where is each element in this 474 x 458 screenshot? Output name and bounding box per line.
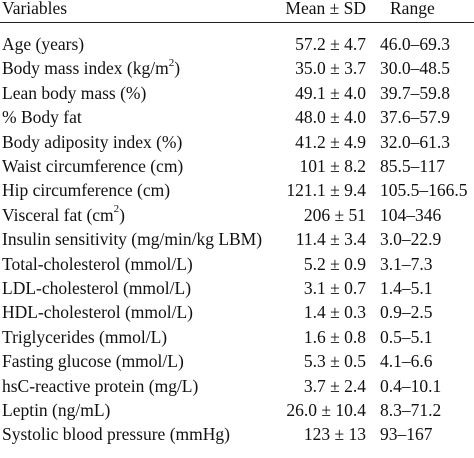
table-row: Insulin sensitivity (mg/min/kg LBM) 11.4 … — [0, 229, 474, 253]
mean-sd-cell: 1.4 ± 0.3 — [303, 302, 366, 323]
range-cell: 4.1–6.6 — [380, 351, 433, 372]
mean-sd-cell: 11.4 ± 3.4 — [295, 229, 366, 250]
mean-sd-cell: 3.7 ± 2.4 — [303, 375, 366, 396]
table-row: HDL-cholesterol (mmol/L) 1.4 ± 0.3 0.9–2.5 — [0, 302, 474, 326]
range-cell: 0.5–5.1 — [380, 326, 433, 347]
range-cell: 3.1–7.3 — [380, 253, 433, 274]
table-row: Waist circumference (cm) 101 ± 8.2 85.5–11… — [0, 156, 474, 180]
mean-sd-cell: 41.2 ± 4.9 — [295, 131, 366, 152]
header-mean-sd: Mean ± SD — [285, 0, 366, 18]
range-cell: 93–167 — [380, 424, 433, 445]
table-row: Triglycerides (mmol/L) 1.6 ± 0.8 0.5–5.1 — [0, 327, 474, 351]
table-row: Age (years) 57.2 ± 4.7 46.0–69.3 — [0, 34, 474, 58]
variable-cell: Body adiposity index (%) — [2, 131, 183, 152]
header-range: Range — [390, 0, 435, 18]
variable-cell: Fasting glucose (mmol/L) — [2, 351, 184, 372]
variable-cell: Total-cholesterol (mmol/L) — [2, 253, 193, 274]
range-cell: 30.0–48.5 — [380, 58, 450, 79]
mean-sd-cell: 1.6 ± 0.8 — [303, 326, 366, 347]
range-cell: 105.5–166.5 — [380, 180, 468, 201]
table-row: Hip circumference (cm) 121.1 ± 9.4 105.5–1… — [0, 180, 474, 204]
mean-sd-cell: 26.0 ± 10.4 — [286, 400, 366, 420]
mean-sd-cell: 57.2 ± 4.7 — [295, 34, 366, 54]
variable-cell: hsC-reactive protein (mg/L) — [2, 375, 199, 396]
header-rule — [0, 22, 474, 23]
range-cell: 39.7–59.8 — [380, 82, 450, 103]
range-cell: 3.0–22.9 — [380, 229, 442, 250]
table-row: Total-cholesterol (mmol/L) 5.2 ± 0.9 3.1–7… — [0, 254, 474, 278]
table-row: Body adiposity index (%) 41.2 ± 4.9 32.0–6… — [0, 132, 474, 156]
table-row: hsC-reactive protein (mg/L) 3.7 ± 2.4 0.4–… — [0, 376, 474, 400]
mean-sd-cell: 49.1 ± 4.0 — [295, 82, 366, 103]
variable-cell: Insulin sensitivity (mg/min/kg LBM) — [2, 229, 263, 250]
variable-cell: Body mass index (kg/m2) — [2, 56, 181, 79]
variable-cell: Triglycerides (mmol/L) — [2, 326, 168, 347]
range-cell: 37.6–57.9 — [380, 107, 450, 128]
mean-sd-cell: 101 ± 8.2 — [299, 156, 366, 176]
range-cell: 104–346 — [380, 204, 442, 225]
variable-text: Body mass index (kg/m — [2, 58, 169, 79]
variable-superscript: 2 — [113, 202, 120, 215]
mean-sd-cell: 123 ± 13 — [303, 424, 366, 445]
variable-text-end: ) — [119, 204, 125, 225]
table-row: % Body fat 48.0 ± 4.0 37.6–57.9 — [0, 107, 474, 131]
table-row: Visceral fat (cm2) 206 ± 51 104–346 — [0, 202, 474, 229]
table-row: Leptin (ng/mL) 26.0 ± 10.4 8.3–71.2 — [0, 400, 474, 424]
mean-sd-cell: 5.3 ± 0.5 — [303, 351, 366, 372]
mean-sd-cell: 35.0 ± 3.7 — [295, 58, 366, 79]
variable-cell: % Body fat — [2, 107, 82, 128]
range-cell: 46.0–69.3 — [380, 34, 450, 54]
variable-cell: Visceral fat (cm2) — [2, 202, 125, 225]
range-cell: 85.5–117 — [380, 156, 445, 176]
variable-cell: Systolic blood pressure (mmHg) — [2, 424, 230, 445]
mean-sd-cell: 5.2 ± 0.9 — [303, 253, 366, 274]
mean-sd-cell: 121.1 ± 9.4 — [286, 180, 366, 201]
mean-sd-cell: 206 ± 51 — [303, 204, 366, 225]
table-row: Lean body mass (%) 49.1 ± 4.0 39.7–59.8 — [0, 83, 474, 107]
variable-cell: Hip circumference (cm) — [2, 180, 171, 201]
variable-cell: Waist circumference (cm) — [2, 156, 184, 176]
table-row: Systolic blood pressure (mmHg) 123 ± 13 93… — [0, 424, 474, 448]
table-row: Body mass index (kg/m2) 35.0 ± 3.7 30.0–48… — [0, 56, 474, 82]
range-cell: 8.3–71.2 — [380, 400, 442, 420]
variable-superscript: 2 — [168, 56, 175, 69]
table-row: LDL-cholesterol (mmol/L) 3.1 ± 0.7 1.4–5.1 — [0, 278, 474, 302]
variable-cell: Age (years) — [2, 34, 85, 54]
table-row: Fasting glucose (mmol/L) 5.3 ± 0.5 4.1–6.6 — [0, 351, 474, 375]
range-cell: 0.4–10.1 — [380, 375, 442, 396]
variable-cell: Leptin (ng/mL) — [2, 400, 111, 420]
mean-sd-cell: 48.0 ± 4.0 — [295, 107, 366, 128]
range-cell: 1.4–5.1 — [380, 278, 433, 298]
table-header: Variables Mean ± SD Range — [0, 0, 474, 25]
range-cell: 32.0–61.3 — [380, 131, 450, 152]
mean-sd-cell: 3.1 ± 0.7 — [303, 278, 366, 298]
variable-text: Visceral fat (cm — [2, 204, 114, 225]
header-variables: Variables — [2, 0, 68, 18]
range-cell: 0.9–2.5 — [380, 302, 433, 323]
variable-cell: LDL-cholesterol (mmol/L) — [2, 278, 192, 298]
variable-cell: Lean body mass (%) — [2, 82, 147, 103]
variable-text-end: ) — [174, 58, 181, 79]
variable-cell: HDL-cholesterol (mmol/L) — [2, 302, 193, 323]
